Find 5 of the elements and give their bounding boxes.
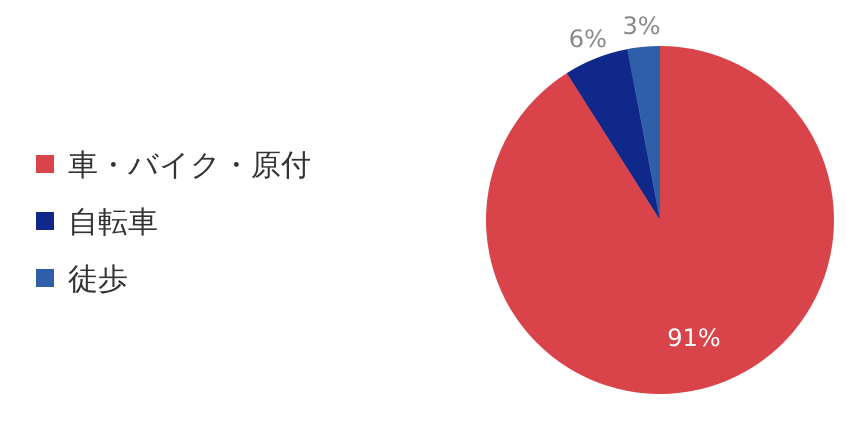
data-label: 6% bbox=[568, 24, 607, 53]
data-label: 91% bbox=[667, 324, 721, 352]
legend-label: 徒歩 bbox=[68, 262, 128, 297]
legend-label: 自転車 bbox=[68, 205, 158, 240]
data-label: 3% bbox=[622, 12, 661, 40]
